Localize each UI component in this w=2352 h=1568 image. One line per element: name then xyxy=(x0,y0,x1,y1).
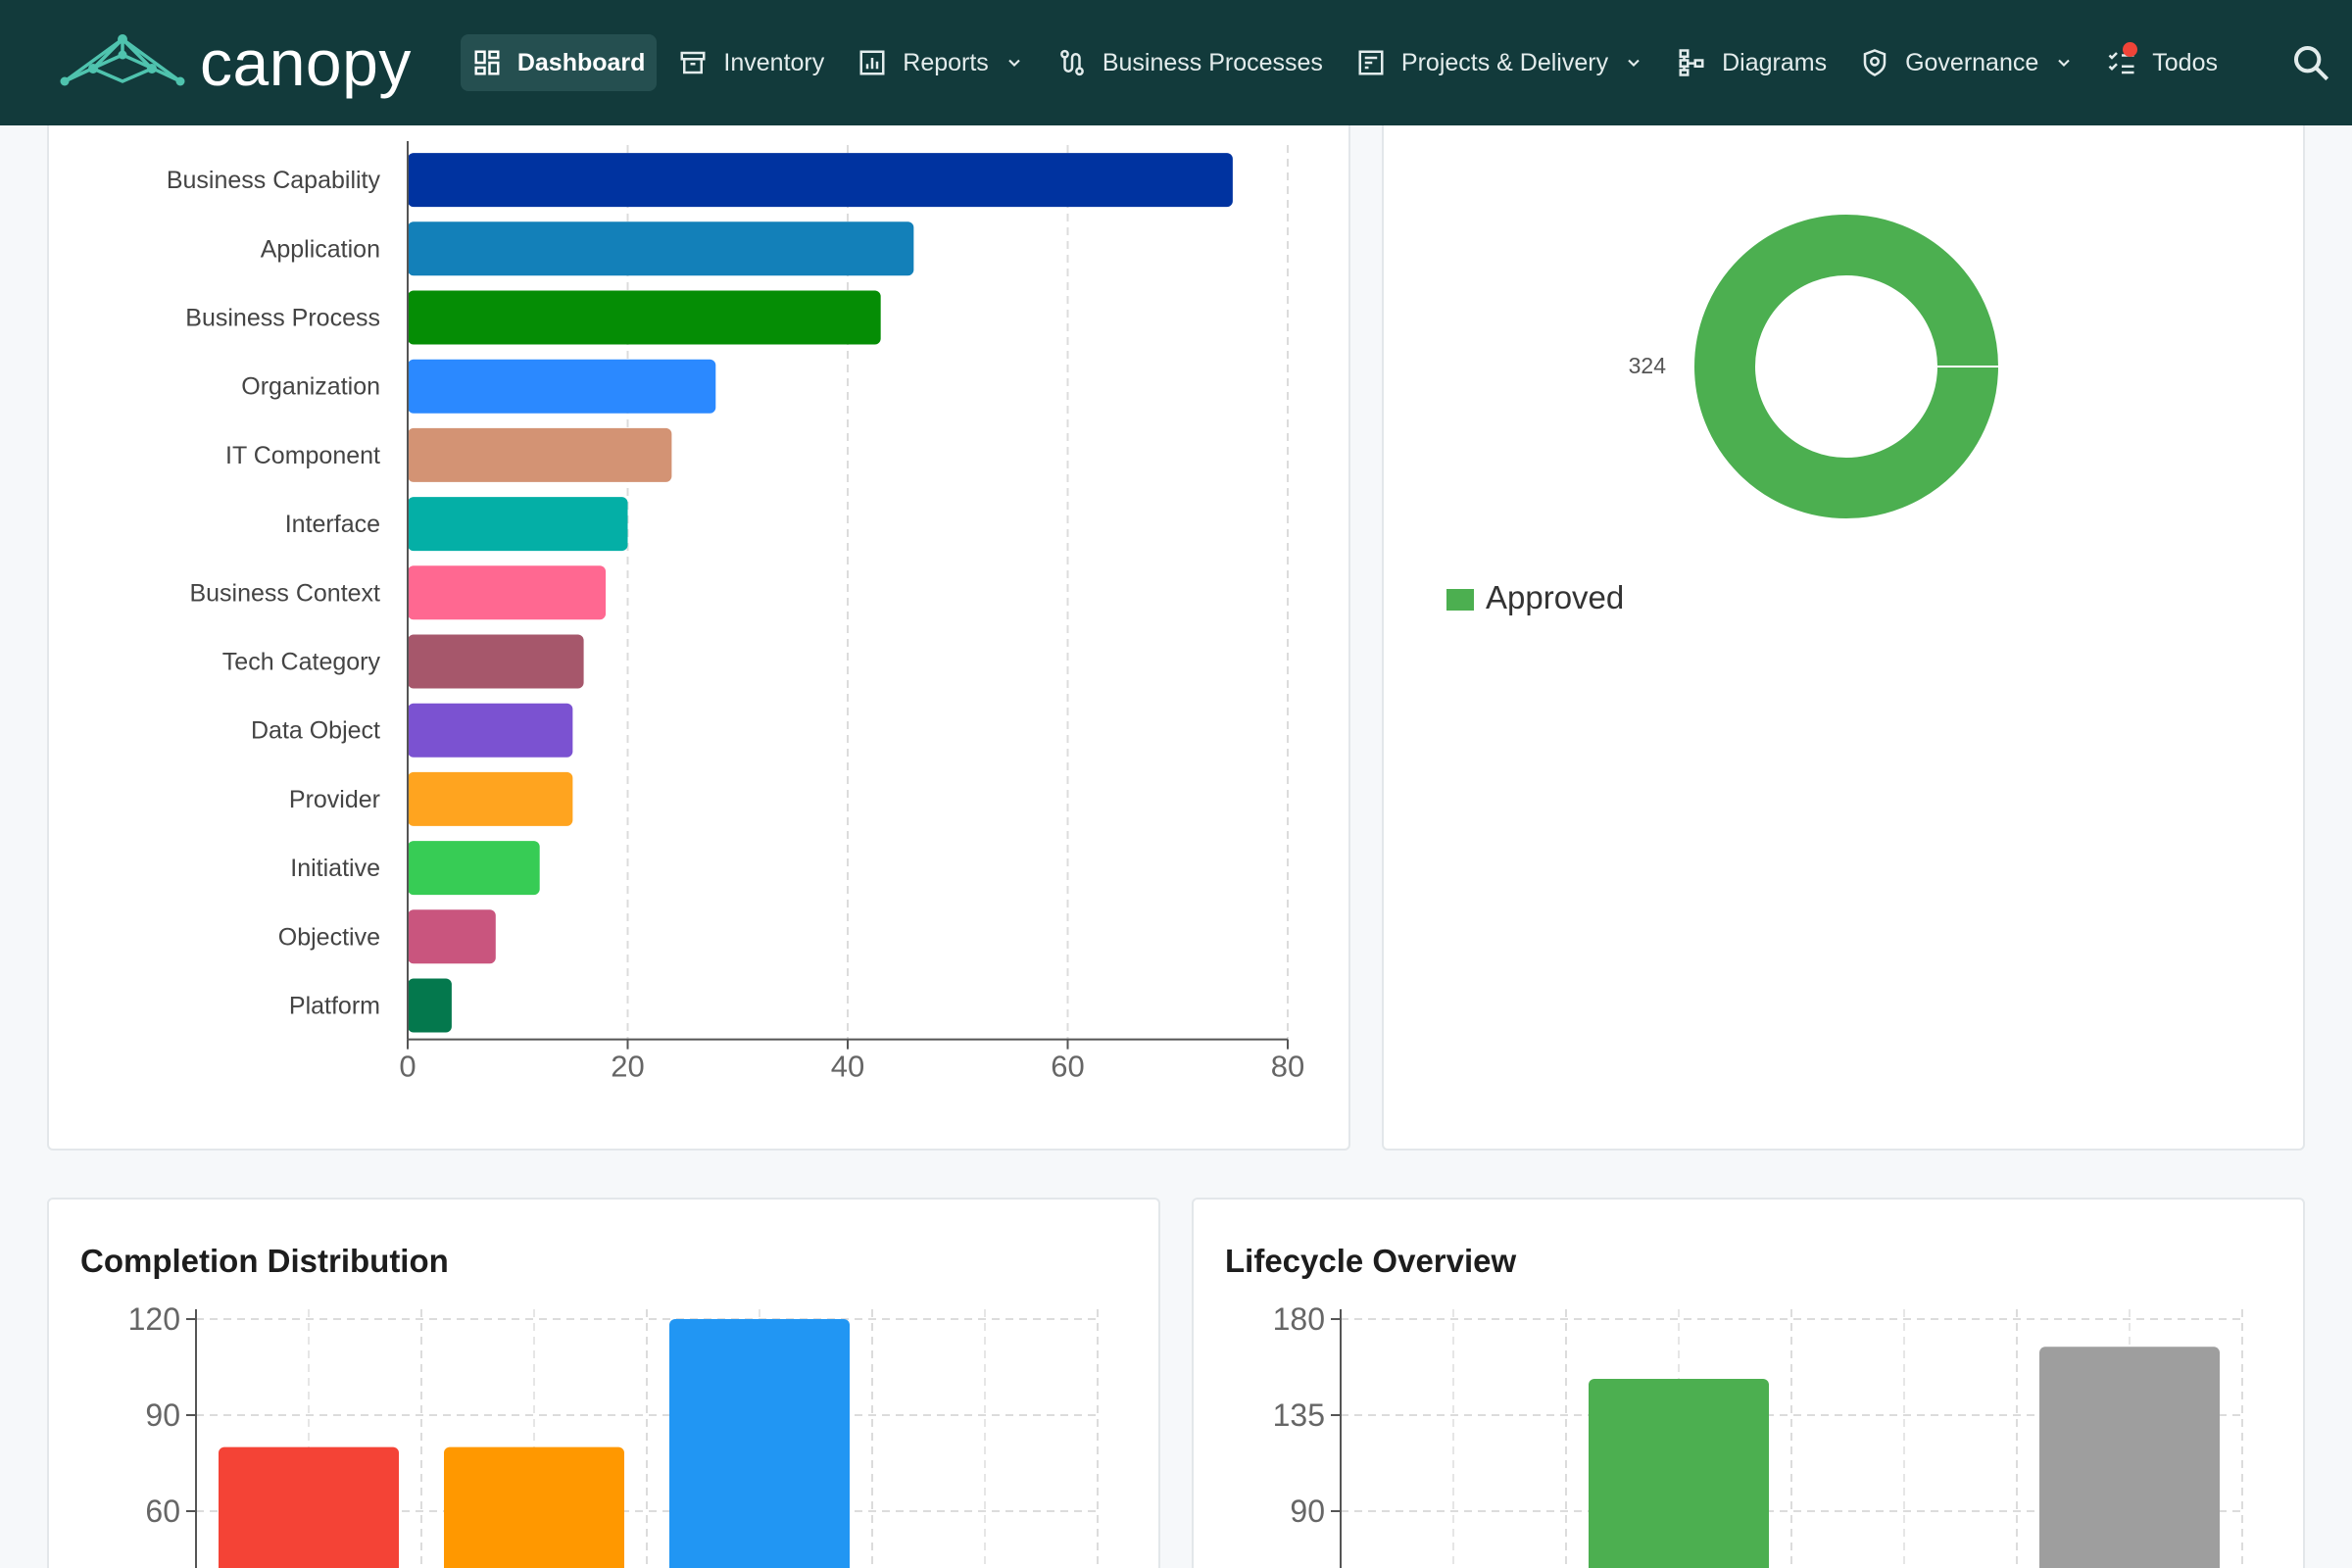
main-nav: Dashboard Inventory Reports Business Pro… xyxy=(460,0,2239,125)
diagram-icon xyxy=(1679,49,1704,76)
dashboard-icon xyxy=(474,50,500,75)
y-tick-label: 180 xyxy=(1273,1301,1325,1337)
x-tick-label: 20 xyxy=(611,1050,644,1084)
bar-2 xyxy=(1589,1378,1769,1568)
bar-business-capability xyxy=(408,153,1233,208)
nav-reports-label: Reports xyxy=(903,48,989,76)
nav-diagrams-label: Diagrams xyxy=(1722,48,1828,76)
archive-icon xyxy=(680,51,706,74)
completion-distribution-card: Completion Distribution 120 90 60 xyxy=(47,1198,1160,1568)
process-flow-icon xyxy=(1059,49,1084,76)
notification-dot xyxy=(2123,42,2138,57)
nav-governance[interactable]: Governance xyxy=(1848,34,2085,91)
nav-inventory[interactable]: Inventory xyxy=(666,34,836,91)
chevron-down-icon xyxy=(1008,59,1020,67)
y-category-label: Business Process xyxy=(185,305,380,332)
bar-objective xyxy=(408,909,496,964)
chevron-down-icon xyxy=(1628,59,1640,67)
bar-organization xyxy=(408,359,716,414)
search-icon[interactable] xyxy=(2291,43,2330,82)
bar-business-process xyxy=(408,290,881,345)
nav-dashboard-label: Dashboard xyxy=(516,48,646,76)
nav-business-processes-label: Business Processes xyxy=(1102,48,1323,76)
y-category-label: Data Object xyxy=(251,717,380,745)
x-tick-label: 40 xyxy=(831,1050,864,1084)
y-tick-label: 120 xyxy=(128,1301,180,1337)
bar-2 xyxy=(444,1446,624,1568)
completion-distribution-title: Completion Distribution xyxy=(80,1243,449,1279)
asset-type-bar-chart: 0 20 40 60 80 Business Capability Application B… xyxy=(167,141,1304,1084)
bar-it-component xyxy=(408,427,672,482)
bar-platform xyxy=(408,978,452,1033)
chevron-down-icon xyxy=(2058,59,2071,67)
nav-projects-delivery-label: Projects & Delivery xyxy=(1400,48,1609,76)
completion-distribution-chart: 120 90 60 xyxy=(128,1301,1099,1568)
nav-todos-label: Todos xyxy=(2152,48,2218,76)
x-tick-label: 80 xyxy=(1271,1050,1304,1084)
y-tick-label: 135 xyxy=(1273,1397,1325,1433)
bar-data-object xyxy=(408,703,573,758)
y-category-label: Interface xyxy=(285,511,380,538)
bar-business-context xyxy=(408,565,607,620)
bar-1 xyxy=(219,1446,399,1568)
lifecycle-overview-card: Lifecycle Overview 180 135 90 xyxy=(1192,1198,2305,1568)
lifecycle-overview-chart: 180 135 90 xyxy=(1273,1301,2243,1568)
bar-3 xyxy=(669,1319,850,1568)
bar-tech-category xyxy=(408,634,584,689)
x-tick-label: 0 xyxy=(399,1050,416,1084)
nav-todos[interactable]: Todos xyxy=(2095,34,2230,91)
donut-value-label: 324 xyxy=(1629,353,1667,378)
top-navigation-bar: canopy Dashboard Inventory Reports Busin… xyxy=(0,0,2352,125)
nav-dashboard[interactable]: Dashboard xyxy=(460,34,658,91)
nav-business-processes[interactable]: Business Processes xyxy=(1046,34,1335,91)
bar-4 xyxy=(2039,1347,2220,1568)
y-category-label: Tech Category xyxy=(222,649,381,676)
brand-logo[interactable]: canopy xyxy=(59,30,412,95)
y-category-label: Initiative xyxy=(290,855,380,882)
canopy-logo-icon xyxy=(60,34,185,86)
y-tick-label: 60 xyxy=(145,1494,180,1529)
y-category-label: Provider xyxy=(289,786,380,813)
legend-label-approved: Approved xyxy=(1486,579,1624,615)
y-category-label: Objective xyxy=(278,923,380,951)
nav-diagrams[interactable]: Diagrams xyxy=(1665,34,1838,91)
nav-governance-label: Governance xyxy=(1905,48,2039,76)
nav-inventory-label: Inventory xyxy=(723,48,825,76)
bar-interface xyxy=(408,497,628,552)
approval-donut-chart: 324 Approved xyxy=(1446,215,1998,615)
bar-application xyxy=(408,221,914,276)
approval-status-card: 324 Approved xyxy=(1382,108,2305,1151)
shield-icon xyxy=(1863,49,1886,76)
nav-reports[interactable]: Reports xyxy=(846,34,1036,91)
donut-slice-approved xyxy=(1694,215,1998,518)
bar-provider xyxy=(408,771,573,826)
x-tick-label: 60 xyxy=(1051,1050,1084,1084)
y-category-label: Platform xyxy=(289,993,380,1020)
lifecycle-overview-title: Lifecycle Overview xyxy=(1225,1243,1517,1279)
y-tick-label: 90 xyxy=(1290,1494,1325,1529)
y-category-label: Business Context xyxy=(189,579,380,607)
y-category-label: Organization xyxy=(241,373,380,401)
y-category-label: Application xyxy=(261,235,380,263)
report-chart-icon xyxy=(859,50,885,75)
nav-projects-delivery[interactable]: Projects & Delivery xyxy=(1345,34,1655,91)
legend-swatch-approved xyxy=(1446,589,1474,611)
bar-initiative xyxy=(408,841,540,896)
brand-name: canopy xyxy=(200,26,412,99)
asset-type-chart-card: 0 20 40 60 80 Business Capability Application B… xyxy=(47,108,1350,1151)
y-category-label: IT Component xyxy=(225,442,380,469)
project-board-icon xyxy=(1358,50,1384,75)
y-category-label: Business Capability xyxy=(167,167,381,194)
y-tick-label: 90 xyxy=(145,1397,180,1433)
